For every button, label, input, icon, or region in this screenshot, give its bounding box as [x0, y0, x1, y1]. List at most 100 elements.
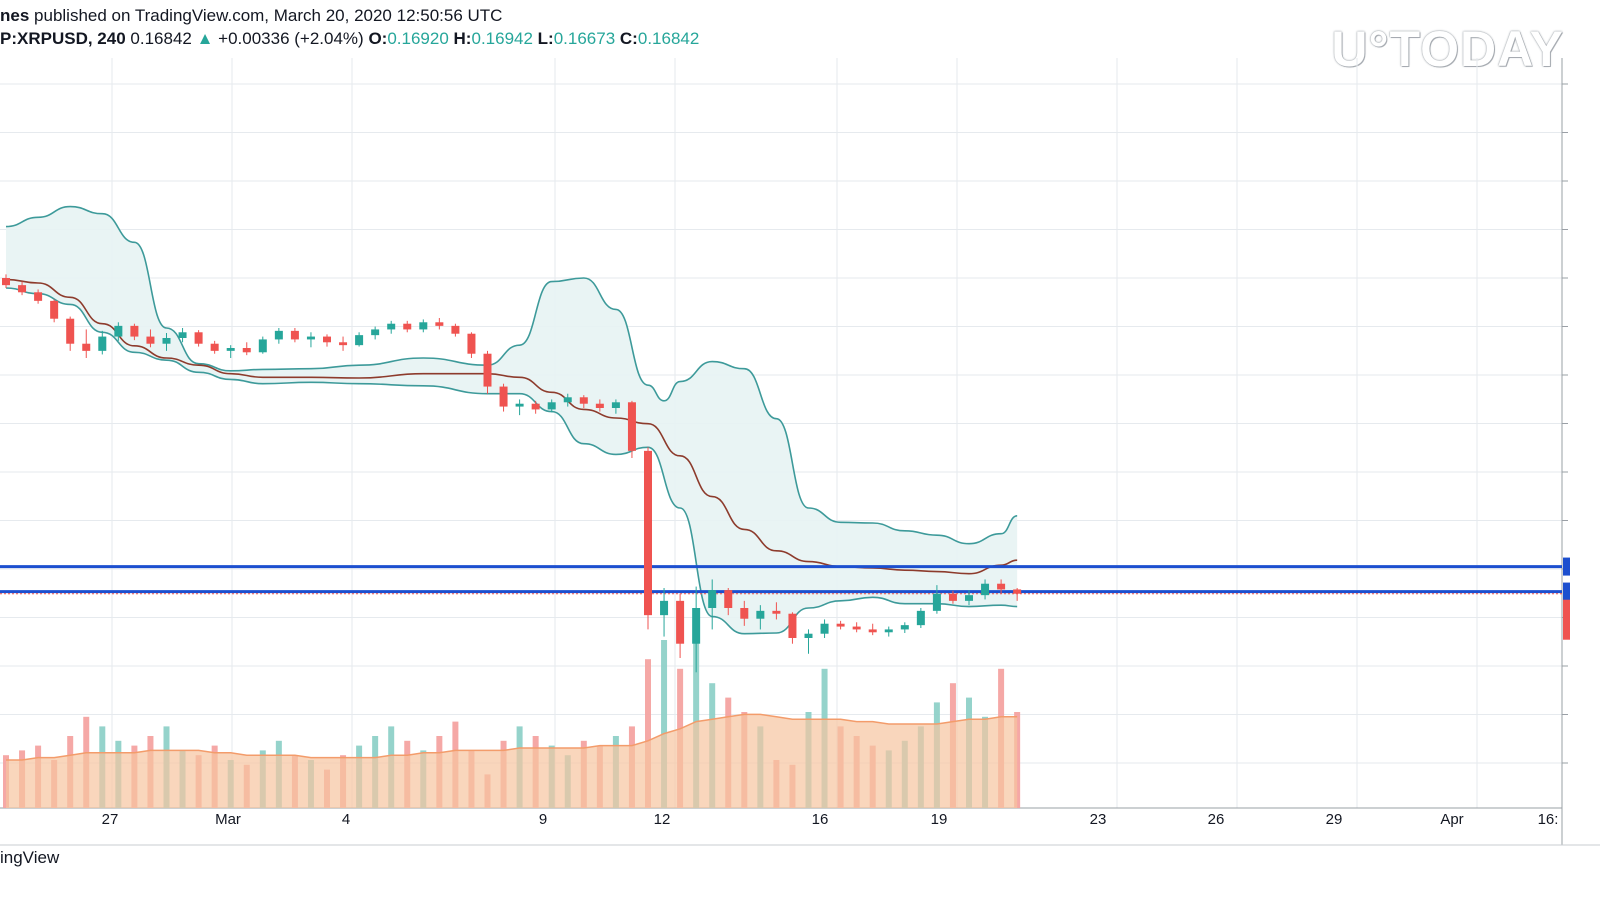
candle-body-63	[1013, 589, 1022, 594]
candle-body-25	[403, 323, 412, 330]
candle-body-11	[178, 332, 187, 338]
tradingview-brand: ingView	[0, 848, 60, 867]
x-tick-label-5: 16	[812, 811, 829, 828]
candle-body-60	[965, 595, 973, 601]
candle-body-37	[595, 403, 604, 408]
utoday-watermark-logo: U°TODAY	[1331, 21, 1564, 77]
price-change: +0.00336 (+2.04%)	[218, 29, 364, 48]
candle-body-57	[916, 610, 925, 626]
x-tick-label-9: 29	[1326, 811, 1343, 828]
open-label: O:	[368, 29, 388, 48]
candle-body-28	[451, 325, 460, 334]
candle-body-10	[162, 338, 171, 344]
candle-body-19	[306, 336, 315, 340]
candle-body-21	[339, 342, 348, 346]
x-tick-label-2: 4	[342, 811, 350, 828]
candle-body-47	[756, 610, 765, 619]
candle-body-51	[820, 623, 829, 634]
candle-body-59	[948, 593, 957, 601]
bollinger-band-fill	[6, 206, 1018, 634]
candle-body-36	[579, 397, 588, 404]
x-tick-label-7: 23	[1090, 811, 1107, 828]
candle-body-35	[563, 397, 572, 403]
candle-body-9	[146, 336, 155, 344]
volume-ma-area	[6, 714, 1018, 808]
candle-body-34	[547, 402, 556, 410]
candle-body-27	[435, 322, 444, 326]
last-price-axis-marker	[1563, 599, 1570, 640]
candle-body-41	[660, 600, 669, 616]
candle-body-2	[34, 292, 43, 301]
x-tick-label-1: Mar	[215, 811, 241, 828]
candle-body-61	[981, 583, 990, 596]
candle-body-26	[419, 322, 428, 330]
candle-body-5	[82, 343, 91, 351]
low-value: 0.16673	[553, 29, 616, 48]
candle-body-62	[997, 583, 1006, 590]
candle-body-54	[868, 629, 877, 633]
candle-body-50	[804, 633, 813, 638]
candle-body-46	[740, 608, 749, 619]
high-value: 0.16942	[471, 29, 533, 48]
volume-bar-43	[693, 625, 700, 808]
close-label: C:	[619, 29, 638, 48]
candle-body-39	[627, 402, 636, 451]
x-tick-label-8: 26	[1208, 811, 1225, 828]
candle-body-15	[242, 348, 251, 353]
x-tick-label-6: 19	[931, 811, 948, 828]
candle-body-7	[114, 325, 123, 337]
candle-body-44	[708, 590, 717, 608]
candle-body-8	[130, 325, 139, 337]
candle-body-13	[210, 343, 219, 351]
candle-body-43	[692, 608, 701, 644]
candle-body-30	[483, 353, 492, 387]
close-value: 0.16842	[637, 29, 700, 48]
candle-body-29	[467, 333, 476, 354]
last-price: 0.16842	[130, 29, 192, 48]
candle-body-55	[884, 629, 893, 633]
x-tick-label-3: 9	[539, 811, 547, 828]
bollinger-lower-line	[5, 287, 1018, 635]
x-tick-label-4: 12	[654, 811, 671, 828]
candle-body-0	[2, 278, 10, 286]
candle-body-32	[515, 403, 524, 407]
x-tick-label-0: 27	[102, 811, 119, 828]
candle-body-53	[852, 626, 861, 630]
candle-body-38	[611, 402, 620, 408]
candle-body-23	[371, 329, 380, 336]
candle-body-17	[274, 330, 283, 340]
volume-bar-41	[661, 640, 668, 808]
candle-body-4	[66, 318, 75, 344]
candle-body-31	[499, 386, 508, 407]
x-tick-label-11: 16:	[1538, 811, 1559, 828]
candle-body-12	[194, 332, 203, 344]
symbol-interval: P:XRPUSD, 240	[0, 29, 126, 48]
candle-body-24	[387, 323, 396, 330]
candle-body-18	[290, 330, 299, 340]
candle-body-14	[226, 348, 235, 351]
low-label: L:	[537, 29, 554, 48]
candle-body-40	[644, 450, 652, 616]
up-arrow-icon: ▲	[196, 29, 214, 48]
ohlc-legend: P:XRPUSD, 240 0.16842 ▲ +0.00336 (+2.04%…	[0, 29, 699, 49]
published-text: published on TradingView.com, March 20, …	[34, 6, 503, 25]
high-label: H:	[453, 29, 472, 48]
level-axis-marker-0	[1563, 557, 1570, 576]
candle-body-52	[836, 623, 845, 627]
candle-body-33	[531, 403, 540, 410]
candle-body-6	[98, 336, 107, 351]
candle-body-58	[932, 593, 941, 611]
candle-body-56	[900, 625, 909, 630]
candle-body-22	[355, 335, 364, 346]
candle-body-20	[323, 336, 331, 343]
candle-body-42	[676, 600, 685, 644]
volume-bar-40	[645, 659, 651, 808]
candle-body-1	[18, 285, 27, 293]
candle-body-3	[50, 300, 59, 319]
publish-info: nes published on TradingView.com, March …	[0, 6, 502, 26]
candle-body-16	[258, 339, 267, 353]
candle-body-45	[724, 590, 733, 608]
x-tick-label-10: Apr	[1440, 811, 1463, 828]
candle-body-49	[788, 613, 797, 638]
